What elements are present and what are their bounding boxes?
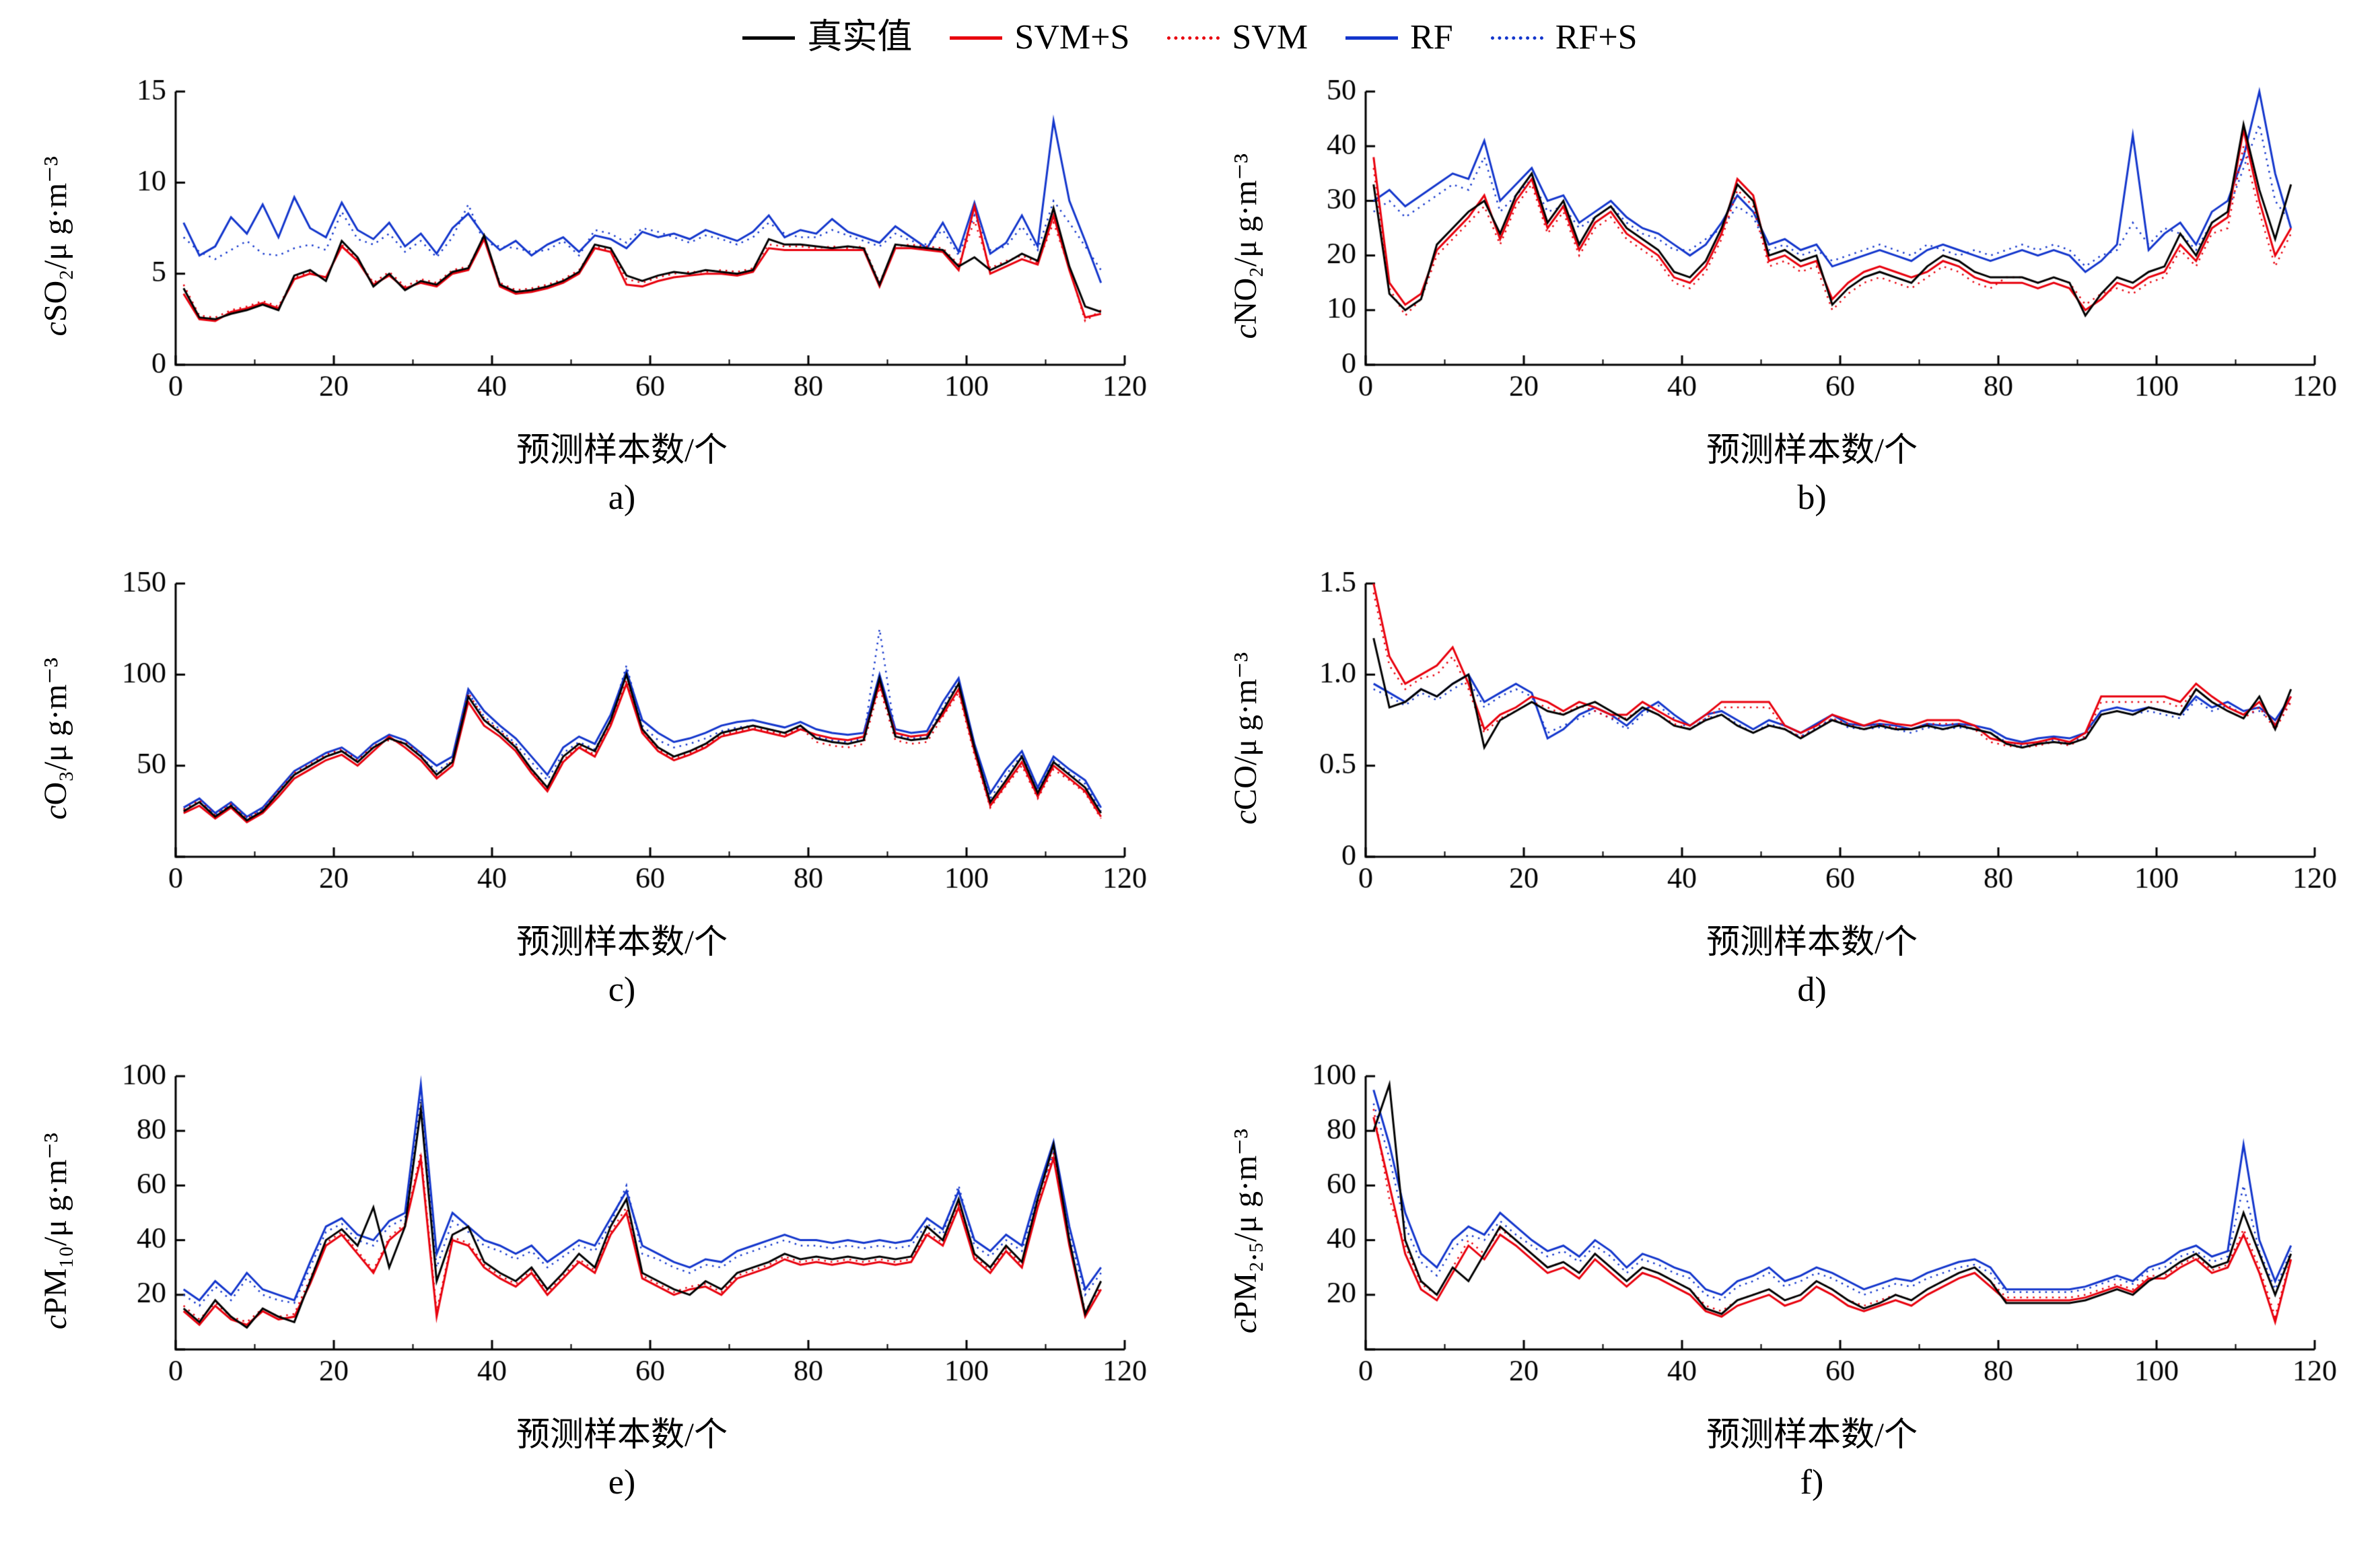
legend-label: 真实值	[807, 18, 913, 57]
x-axis-label: 预测样本数/个	[1706, 431, 1918, 468]
chart-canvas-no2	[1280, 71, 2343, 421]
line-sample-icon	[1167, 36, 1220, 40]
legend: 真实值 SVM+S SVM RF RF+S	[0, 4, 2380, 71]
legend-item-svm-s: SVM+S	[950, 20, 1129, 55]
chart-canvas-pm10	[90, 1055, 1153, 1406]
chart-canvas-pm25	[1280, 1055, 2343, 1406]
panel-letter-b: b)	[1797, 479, 1827, 517]
legend-item-true-value: 真实值	[742, 20, 912, 55]
x-axis-label: 预测样本数/个	[516, 431, 728, 468]
panel-d-co: cCO/μ g·m⁻³ 预测样本数/个 d)	[1190, 563, 2380, 1055]
legend-item-rf: RF	[1345, 20, 1453, 55]
x-axis-label: 预测样本数/个	[516, 1415, 728, 1453]
y-axis-label-o3: cO₃/μ g·m⁻³	[38, 657, 73, 820]
panel-letter-c: c)	[608, 971, 636, 1010]
y-axis-label-so2: cSO₂/μ g·m⁻³	[38, 156, 73, 337]
panel-letter-f: f)	[1800, 1463, 1824, 1502]
legend-item-rf-s: RF+S	[1490, 18, 1638, 57]
legend-label: RF	[1410, 18, 1453, 57]
line-sample-icon	[742, 36, 796, 40]
y-axis-label-co: cCO/μ g·m⁻³	[1228, 652, 1263, 825]
panel-a-so2: cSO₂/μ g·m⁻³ 预测样本数/个 a)	[0, 71, 1190, 563]
line-sample-icon	[1345, 36, 1399, 40]
y-axis-label-pm10: cPM₁₀/μ g·m⁻³	[38, 1132, 73, 1329]
panel-f-pm25: cPM₂.₅/μ g·m⁻³ 预测样本数/个 f)	[1190, 1055, 2380, 1548]
panel-e-pm10: cPM₁₀/μ g·m⁻³ 预测样本数/个 e)	[0, 1055, 1190, 1548]
y-axis-label-pm25: cPM₂.₅/μ g·m⁻³	[1228, 1128, 1263, 1333]
chart-canvas-o3	[90, 563, 1153, 914]
line-sample-icon	[950, 36, 1003, 40]
chart-canvas-co	[1280, 563, 2343, 914]
x-axis-label: 预测样本数/个	[1706, 923, 1918, 961]
panel-c-o3: cO₃/μ g·m⁻³ 预测样本数/个 c)	[0, 563, 1190, 1055]
panel-letter-a: a)	[608, 479, 636, 517]
panel-letter-d: d)	[1797, 971, 1827, 1010]
line-sample-icon	[1490, 36, 1543, 40]
legend-label: RF+S	[1555, 18, 1638, 57]
x-axis-label: 预测样本数/个	[1706, 1415, 1918, 1453]
legend-item-svm: SVM	[1167, 20, 1308, 55]
legend-label: SVM	[1232, 18, 1308, 57]
panel-letter-e: e)	[608, 1463, 636, 1502]
x-axis-label: 预测样本数/个	[516, 923, 728, 961]
y-axis-label-no2: cNO₂/μ g·m⁻³	[1228, 153, 1263, 339]
panel-grid: cSO₂/μ g·m⁻³ 预测样本数/个 a) cNO₂/μ g·m⁻³ 预测样…	[0, 71, 2380, 1548]
legend-label: SVM+S	[1014, 18, 1130, 57]
panel-b-no2: cNO₂/μ g·m⁻³ 预测样本数/个 b)	[1190, 71, 2380, 563]
chart-canvas-so2	[90, 71, 1153, 421]
